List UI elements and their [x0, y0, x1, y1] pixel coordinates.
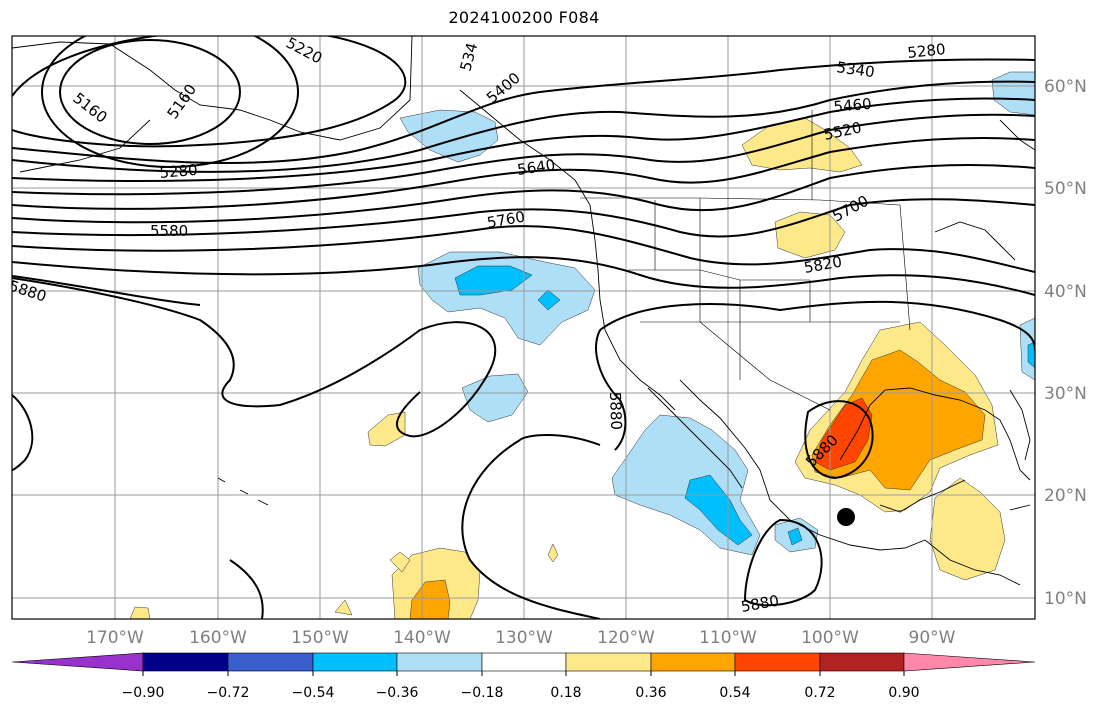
- lon-label: 160°W: [189, 628, 247, 648]
- anomaly-blue-baja: [684, 474, 753, 546]
- colorbar-segment: [227, 652, 314, 672]
- lon-label: 90°W: [909, 628, 956, 648]
- colorbar-segment: [312, 652, 398, 672]
- map-title: 2024100200 F084: [448, 8, 600, 27]
- colorbar-ticks: [142, 671, 905, 676]
- political-borders: [580, 110, 911, 411]
- colorbar-tick-label: 0.36: [635, 685, 666, 701]
- lat-label: 20°N: [1044, 486, 1087, 506]
- contour-label: 5280: [907, 40, 947, 62]
- positive-anomaly-fills: [129, 117, 1006, 619]
- contour-labels: 5160 5160 5220 5280 534 5400 5340 5280 5…: [12, 34, 947, 616]
- colorbar-tick-label: −0.18: [461, 685, 504, 701]
- lon-label: 140°W: [393, 628, 451, 648]
- colorbar-segment: [565, 652, 652, 672]
- storm-position-marker: [837, 508, 855, 526]
- colorbar-tick-label: 0.72: [804, 685, 835, 701]
- colorbar-tick-label: −0.90: [122, 685, 165, 701]
- latitude-labels: 60°N 50°N 40°N 30°N 20°N 10°N: [1044, 77, 1087, 609]
- lat-label: 30°N: [1044, 384, 1087, 404]
- colorbar-tick-label: 0.54: [719, 685, 750, 701]
- colorbar-segment: [481, 652, 567, 672]
- colorbar-tick-label: 0.18: [550, 685, 581, 701]
- anomaly-light-small-4: [547, 543, 559, 563]
- map-frame: [11, 35, 1036, 620]
- contour-label: 5580: [150, 222, 188, 240]
- negative-anomaly-fills: [399, 71, 1035, 556]
- colorbar-high-extend: [903, 652, 1036, 672]
- anomaly-red-gulf: [814, 397, 873, 471]
- anomaly-light-small-1: [389, 551, 411, 573]
- contour-label: 534: [456, 41, 481, 73]
- lat-label: 50°N: [1044, 179, 1087, 199]
- colorbar: [11, 652, 1036, 672]
- longitude-labels: 170°W 160°W 150°W 140°W 130°W 120°W 110°…: [86, 628, 956, 648]
- colorbar-segment: [734, 652, 821, 672]
- colorbar-tick-label: −0.36: [376, 685, 419, 701]
- anomaly-lightblue-hudson: [991, 71, 1035, 116]
- colorbar-segment: [396, 652, 483, 672]
- anomaly-blue-florida: [1027, 341, 1035, 369]
- anomaly-blue-pacific-nw: [454, 265, 533, 296]
- lat-label: 60°N: [1044, 77, 1087, 97]
- lon-label: 170°W: [86, 628, 144, 648]
- colorbar-segment: [819, 652, 905, 672]
- lon-label: 100°W: [801, 628, 859, 648]
- contour-label: 5460: [833, 95, 873, 116]
- graticule: [12, 36, 1035, 619]
- coastlines: [12, 36, 1035, 586]
- contour-label: 5700: [829, 192, 871, 226]
- contour-label: 5220: [283, 34, 325, 68]
- lat-label: 40°N: [1044, 282, 1087, 302]
- contour-label: 5640: [516, 156, 556, 179]
- anomaly-lightblue-gulf-alaska: [399, 109, 499, 163]
- anomaly-light-central-america: [929, 477, 1006, 581]
- contour-label: 5400: [483, 69, 524, 107]
- anomaly-blue-mexico-coast: [787, 527, 803, 546]
- contour-label: 5340: [835, 58, 875, 81]
- colorbar-tick-labels: −0.90 −0.72 −0.54 −0.36 −0.18 0.18 0.36 …: [122, 685, 920, 701]
- anomaly-light-small-2: [334, 599, 353, 616]
- anomaly-lightblue-pacific-mid: [461, 373, 529, 423]
- contour-label: 5880: [606, 392, 625, 431]
- colorbar-tick-label: −0.72: [207, 685, 250, 701]
- anomaly-light-small-3: [129, 606, 151, 619]
- lon-label: 130°W: [495, 628, 553, 648]
- lon-label: 150°W: [291, 628, 349, 648]
- contour-label: 5520: [822, 118, 863, 144]
- contour-label: 5280: [159, 161, 199, 182]
- colorbar-tick-label: −0.54: [292, 685, 335, 701]
- lat-label: 10°N: [1044, 589, 1087, 609]
- colorbar-low-extend: [11, 652, 144, 672]
- lon-label: 120°W: [597, 628, 655, 648]
- colorbar-segment: [650, 652, 736, 672]
- colorbar-segment: [142, 652, 229, 672]
- lon-label: 110°W: [699, 628, 757, 648]
- height-contours: [12, 36, 1035, 619]
- anomaly-blue-pacific-nw-2: [537, 289, 561, 311]
- anomaly-orange-south-pacific: [409, 579, 451, 619]
- colorbar-tick-label: 0.90: [888, 685, 919, 701]
